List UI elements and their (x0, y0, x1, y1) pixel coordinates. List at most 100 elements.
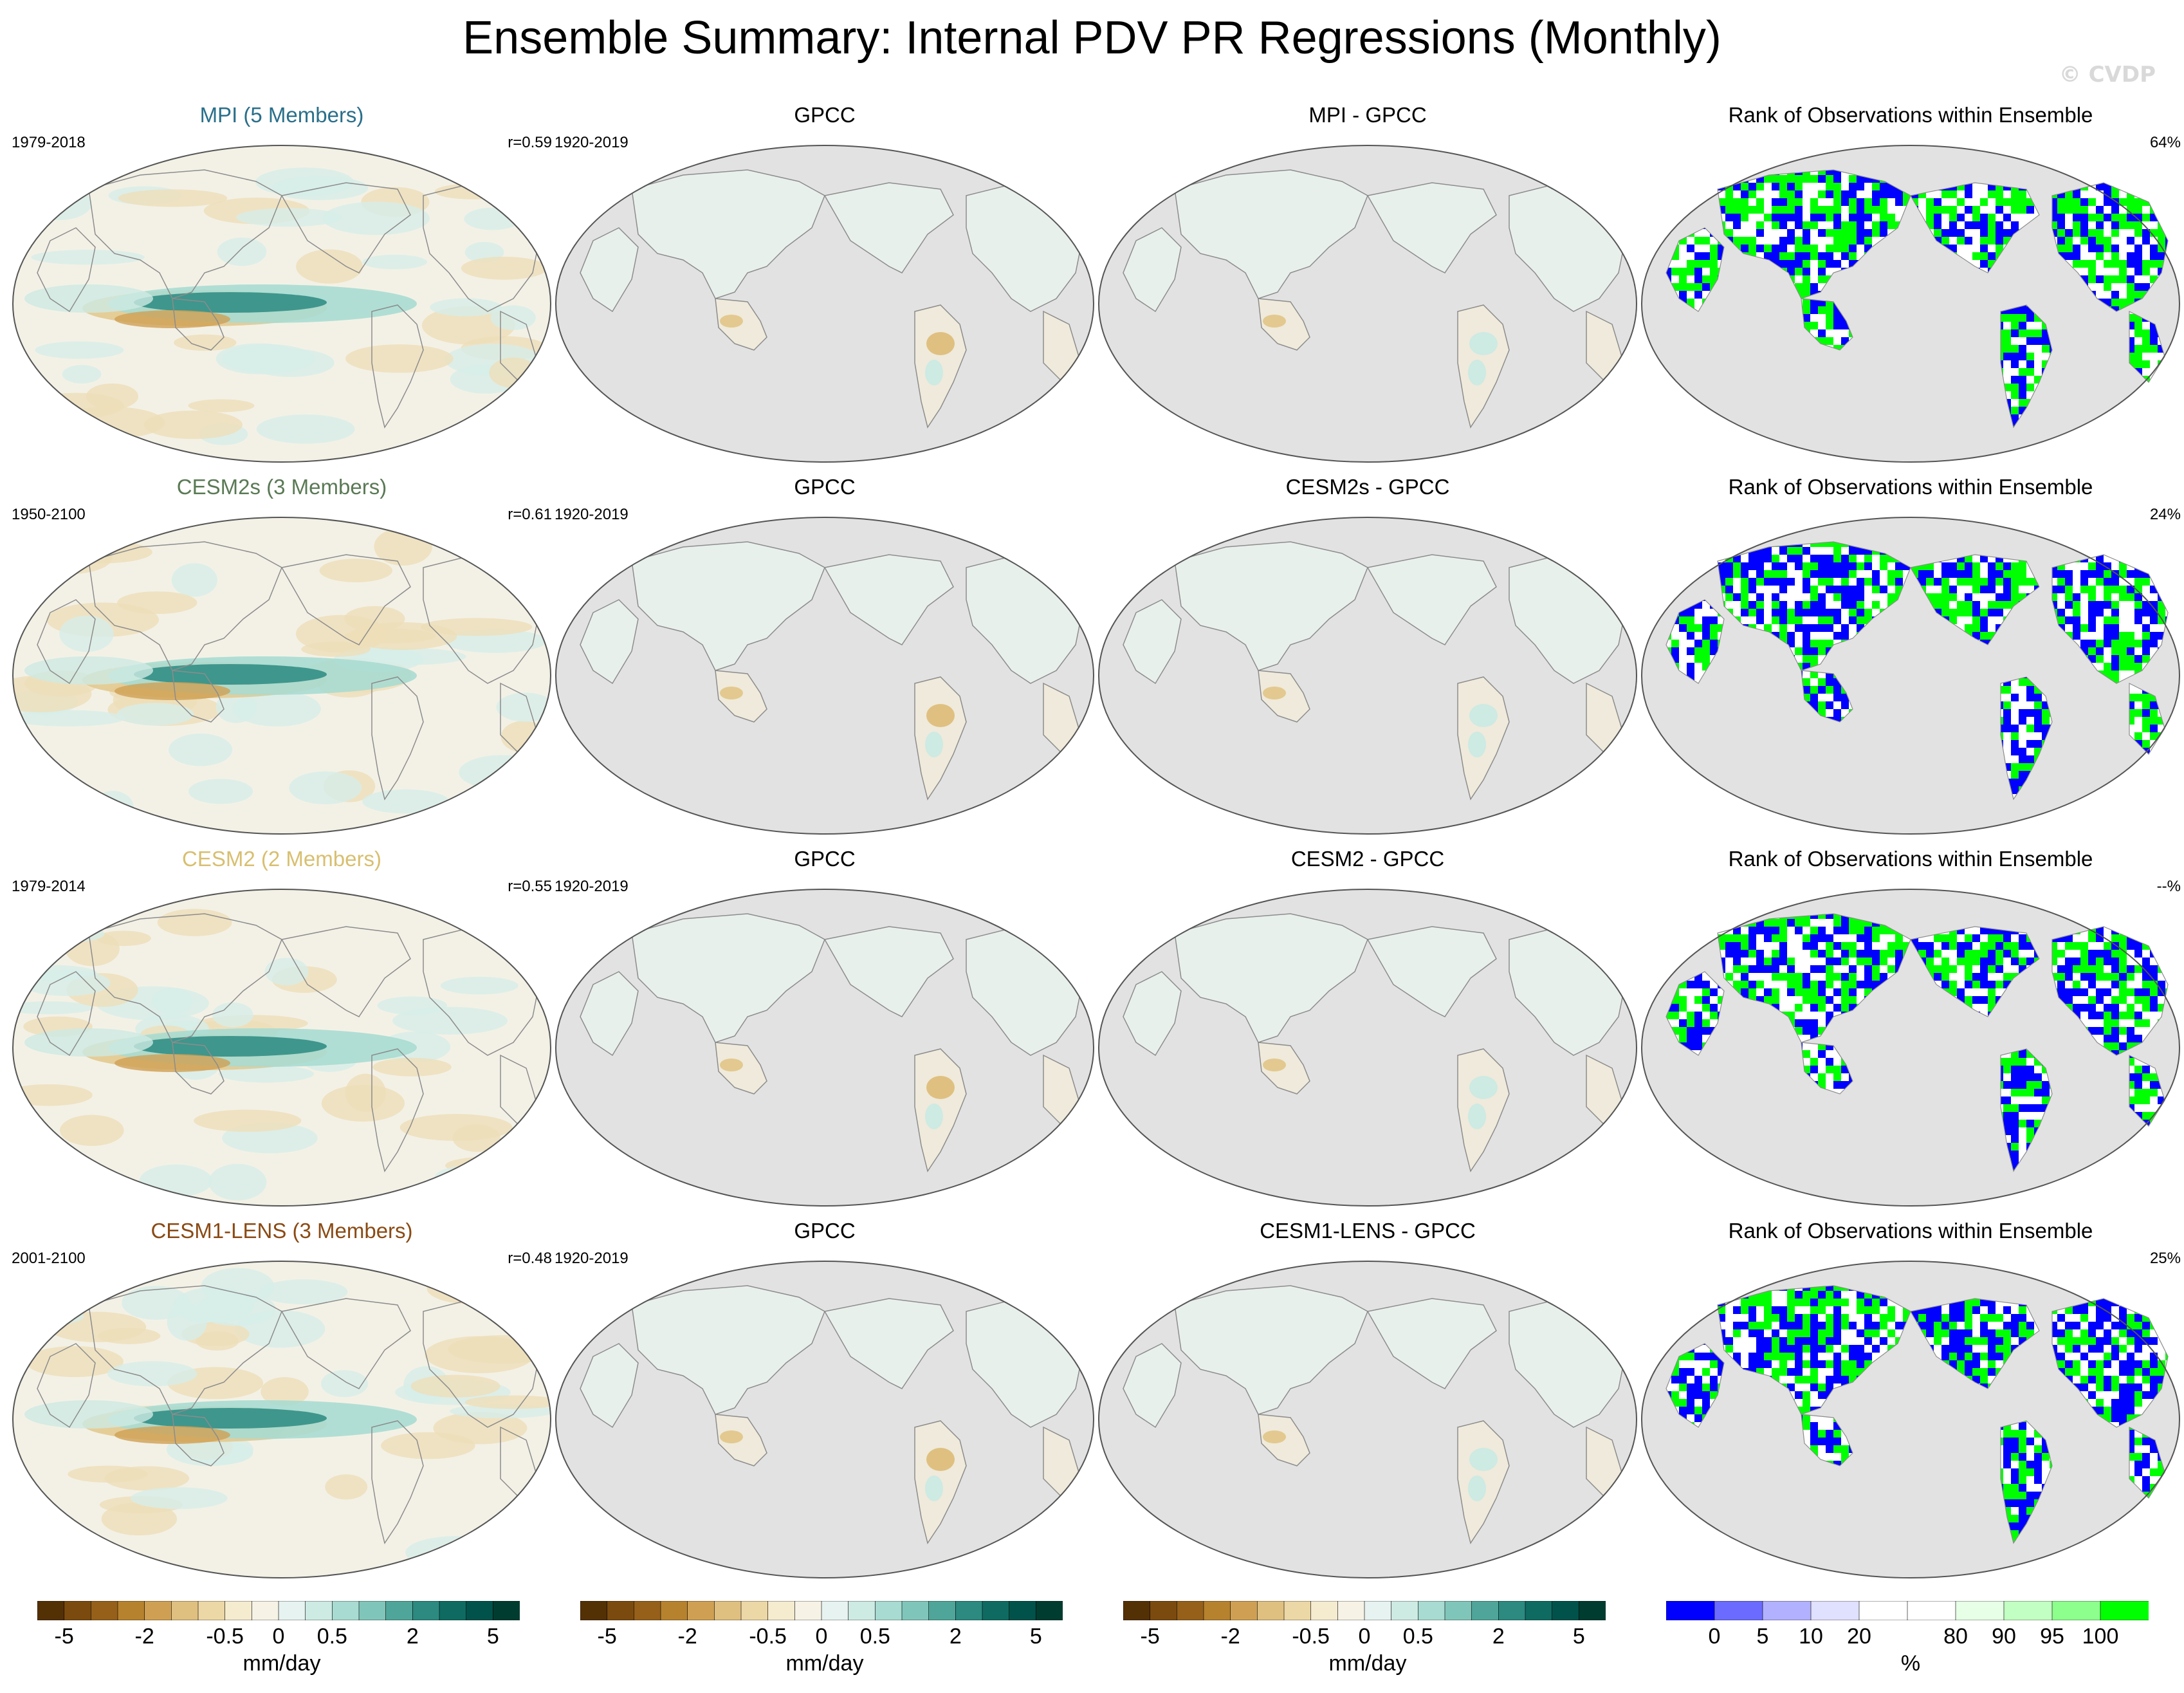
panel-title: GPCC (794, 847, 856, 871)
cvdp-watermark: © CVDP (2059, 62, 2156, 88)
colorbar-tick-label: -2 (1220, 1624, 1240, 1649)
colorbar-tick-label: 2 (406, 1624, 419, 1649)
diff-panel: CESM1-LENS - GPCC (1097, 1219, 1638, 1579)
colorbar-tick-label: 2 (949, 1624, 962, 1649)
colorbar-tick-label: 90 (1992, 1624, 2016, 1649)
colorbar-swatch (1203, 1601, 1231, 1620)
rank-map (1641, 517, 2180, 835)
colorbar-swatch (794, 1601, 822, 1620)
colorbar-unit: mm/day (243, 1651, 321, 1676)
colorbar-swatches (1666, 1601, 2149, 1620)
colorbar-swatch (439, 1601, 467, 1620)
colorbar-swatch (1391, 1601, 1419, 1620)
colorbar-unit: mm/day (785, 1651, 864, 1676)
colorbar-swatch (1036, 1601, 1063, 1620)
pattern-correlation: r=0.55 (508, 878, 552, 895)
rank-percent: 25% (2149, 1250, 2181, 1267)
obs-years: 1920-2019 (555, 506, 629, 523)
colorbar-swatch (305, 1601, 333, 1620)
rank-panel: Rank of Observations within Ensemble --% (1640, 847, 2181, 1207)
colorbar-tick-label: -2 (677, 1624, 697, 1649)
pattern-correlation: r=0.61 (508, 506, 552, 523)
panel-title: Rank of Observations within Ensemble (1728, 475, 2093, 499)
map-frame (1097, 144, 1638, 463)
map-frame (555, 516, 1095, 835)
model-panel: CESM2 (2 Members) 1979-2014 r=0.55 (12, 847, 552, 1207)
colorbar-swatch (358, 1601, 387, 1620)
map-frame (555, 144, 1095, 463)
obs-panel: GPCC 1920-2019 (555, 103, 1095, 463)
colorbar-swatch (2003, 1601, 2053, 1620)
colorbar-swatch (225, 1601, 253, 1620)
colorbar-swatch (607, 1601, 635, 1620)
colorbar-tick-label: 0.5 (317, 1624, 347, 1649)
colorbar-swatch (171, 1601, 199, 1620)
map-frame (1097, 1260, 1638, 1579)
colorbar-swatch (466, 1601, 494, 1620)
panel-title: GPCC (794, 475, 856, 499)
obs-map (555, 1261, 1094, 1578)
panel-title: GPCC (794, 103, 856, 127)
colorbar-tick-label: -0.5 (1292, 1624, 1330, 1649)
colorbar-swatch (1150, 1601, 1178, 1620)
colorbar-swatch (1177, 1601, 1204, 1620)
colorbar-swatch (1310, 1601, 1339, 1620)
colorbar-unit: % (1900, 1651, 1921, 1676)
colorbar-tick-label: 0.5 (859, 1624, 890, 1649)
map-frame (555, 1260, 1095, 1579)
colorbar-tick-label: 0 (815, 1624, 828, 1649)
colorbar-tick-label: 0.5 (1402, 1624, 1433, 1649)
colorbar-swatches (580, 1601, 1063, 1620)
panel-title: Rank of Observations within Ensemble (1728, 1219, 2093, 1243)
map-frame (12, 516, 552, 835)
colorbar-swatch (2051, 1601, 2101, 1620)
model-years: 1979-2014 (12, 878, 86, 895)
model-panel: MPI (5 Members) 1979-2018 r=0.59 (12, 103, 552, 463)
diff-panel: CESM2 - GPCC (1097, 847, 1638, 1207)
colorbar-tick-label: 95 (2040, 1624, 2064, 1649)
model-map (12, 889, 551, 1207)
colorbar-swatch (91, 1601, 118, 1620)
colorbar-tick-label: -2 (134, 1624, 154, 1649)
obs-map (555, 889, 1094, 1207)
colorbar-swatch (332, 1601, 360, 1620)
colorbar-swatch (982, 1601, 1010, 1620)
colorbar-swatch (385, 1601, 414, 1620)
colorbar-swatch (493, 1601, 520, 1620)
obs-years: 1920-2019 (555, 878, 629, 895)
rank-percent: 64% (2149, 134, 2181, 151)
colorbar-swatches (1123, 1601, 1606, 1620)
colorbar-swatch (928, 1601, 957, 1620)
colorbar-swatch (117, 1601, 145, 1620)
colorbar-swatch (821, 1601, 849, 1620)
colorbar-tick-label: 0 (1358, 1624, 1371, 1649)
colorbar-swatch (1810, 1601, 1860, 1620)
rank-panel: Rank of Observations within Ensemble 25% (1640, 1219, 2181, 1579)
panel-title: CESM2 (2 Members) (182, 847, 381, 871)
model-years: 2001-2100 (12, 1250, 86, 1267)
model-years: 1950-2100 (12, 506, 86, 523)
model-years: 1979-2018 (12, 134, 86, 151)
diff-panel: MPI - GPCC (1097, 103, 1638, 463)
colorbar-swatch (1907, 1601, 1956, 1620)
obs-years: 1920-2019 (555, 1250, 629, 1267)
map-frame (12, 1260, 552, 1579)
colorbar-swatch (660, 1601, 688, 1620)
map-frame (12, 888, 552, 1207)
panel-title: CESM2s (3 Members) (176, 475, 387, 499)
obs-years: 1920-2019 (555, 134, 629, 151)
colorbar-tick-label: -5 (1140, 1624, 1160, 1649)
obs-panel: GPCC 1920-2019 (555, 475, 1095, 835)
colorbar-swatch (412, 1601, 440, 1620)
colorbar-swatch (1471, 1601, 1500, 1620)
colorbar-swatch (580, 1601, 608, 1620)
rank-percent: --% (2156, 878, 2181, 895)
colorbar-tick-label: 0 (1708, 1624, 1721, 1649)
panel-title: CESM2 - GPCC (1290, 847, 1445, 871)
rank-percent: 24% (2149, 506, 2181, 523)
colorbar-swatch (901, 1601, 930, 1620)
panel-title: MPI - GPCC (1308, 103, 1427, 127)
map-frame (1640, 516, 2181, 835)
map-frame (1640, 888, 2181, 1207)
panel-title: Rank of Observations within Ensemble (1728, 103, 2093, 127)
